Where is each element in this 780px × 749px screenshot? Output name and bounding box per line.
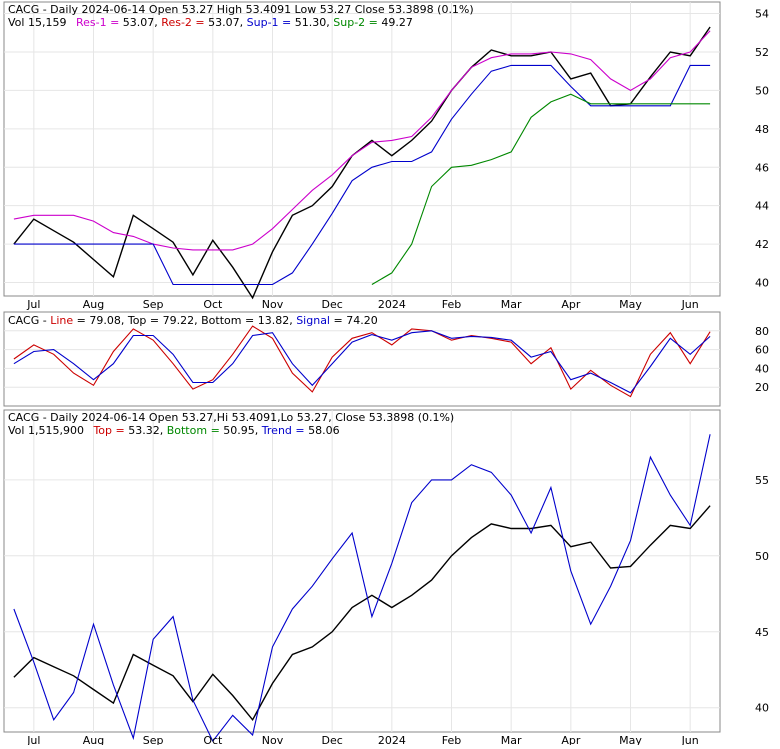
legend-res1-label: Res-1 [76,16,107,29]
y-tick-label: 48 [755,123,769,136]
x-tick-label: May [619,734,642,745]
legend-res2-label: Res-2 [161,16,192,29]
legend-res1-value: 53.07 [123,16,155,29]
y-tick-label: 40 [755,277,769,290]
trend-panel-header: CACG - Daily 2024-06-14 Open 53.27,Hi 53… [8,411,454,437]
x-tick-label: Nov [262,734,284,745]
legend-trend-value: 58.06 [308,424,340,437]
legend-signal-label: Signal [296,314,330,327]
legend-top-label: Top [127,314,147,327]
x-tick-label: Nov [262,298,284,311]
y-tick-label: 80 [755,325,769,338]
x-tick-label: Sep [143,298,164,311]
x-tick-label: Sep [143,734,164,745]
legend-line-value: 79.08 [89,314,121,327]
legend-trendbottom-value: 50.95 [223,424,255,437]
legend-sup2-value: 49.27 [381,16,413,29]
legend-trendtop-label: Top [92,424,112,437]
y-tick-label: 50 [755,84,769,97]
x-tick-label: Mar [501,734,522,745]
legend-line-label: Line [50,314,73,327]
x-tick-label: Oct [203,734,223,745]
series-line-trend [13,434,711,743]
y-tick-label: 42 [755,238,769,251]
price-panel-title: CACG - Daily 2024-06-14 Open 53.27 High … [8,3,474,16]
svg-text:CACG - Line = 79.08,: CACG - Line = 79.08, Top = 79.22, Bottom… [8,314,378,327]
x-tick-label: Dec [322,298,343,311]
y-tick-label: 44 [755,200,769,213]
legend-sup1-label: Sup-1 [247,16,279,29]
price-panel-header: CACG - Daily 2024-06-14 Open 53.27 High … [8,3,474,29]
series-line-line [13,325,711,398]
x-tick-label: Jul [26,734,40,745]
series-line-close [13,505,711,722]
y-tick-label: 54 [755,8,769,21]
price-panel-volume: Vol 15,159 [8,16,66,29]
x-tick-label: Apr [561,298,581,311]
legend-bottom-label: Bottom [201,314,241,327]
x-tick-label: Mar [501,298,522,311]
trend-panel-frame [3,409,721,733]
x-tick-label: Jun [681,734,699,745]
y-tick-label: 40 [755,362,769,375]
x-tick-label: Feb [442,734,461,745]
x-tick-label: Jul [26,298,40,311]
legend-trendtop-value: 53.32 [128,424,160,437]
y-tick-label: 20 [755,381,769,394]
legend-trendbottom-label: Bottom [167,424,207,437]
x-tick-label: Feb [442,298,461,311]
x-tick-label: Dec [322,734,343,745]
x-tick-label: Aug [83,734,104,745]
legend-top-value: 79.22 [163,314,195,327]
legend-trend-label: Trend [261,424,292,437]
legend-res2-value: 53.07 [208,16,240,29]
trend-panel-volume: Vol 1,515,900 [8,424,84,437]
oscillator-panel-frame [3,311,721,407]
series-line-res-1 [13,30,711,251]
y-tick-label: 40 [755,702,769,715]
series-line-close [13,26,711,300]
svg-text:Vol 1,515,900 Top = 53: Vol 1,515,900 Top = 53.32, Bottom = 50.9… [8,424,340,437]
x-tick-label: 2024 [378,298,406,311]
x-tick-label: Apr [561,734,581,745]
legend-sup2-label: Sup-2 [333,16,365,29]
y-tick-label: 55 [755,474,769,487]
x-tick-label: Oct [203,298,223,311]
series-line-sup-1 [13,64,711,286]
x-tick-label: May [619,298,642,311]
series-line-signal [13,330,711,394]
legend-signal-value: 74.20 [346,314,378,327]
legend-bottom-value: 13.82 [258,314,290,327]
x-tick-label: Aug [83,298,104,311]
y-tick-label: 52 [755,46,769,59]
oscillator-panel-header: CACG - Line = 79.08, Top = 79.22, Bottom… [8,314,378,327]
y-tick-label: 45 [755,626,769,639]
series-line-sup-2 [371,93,711,285]
x-tick-label: 2024 [378,734,406,745]
y-tick-label: 46 [755,161,769,174]
svg-text:Vol 15,159 Res-1 = 53.: Vol 15,159 Res-1 = 53.07, Res-2 = 53.07,… [8,16,413,29]
y-tick-label: 50 [755,550,769,563]
y-tick-label: 60 [755,344,769,357]
legend-sup1-value: 51.30 [295,16,327,29]
x-tick-label: Jun [681,298,699,311]
trend-panel-title: CACG - Daily 2024-06-14 Open 53.27,Hi 53… [8,411,454,424]
